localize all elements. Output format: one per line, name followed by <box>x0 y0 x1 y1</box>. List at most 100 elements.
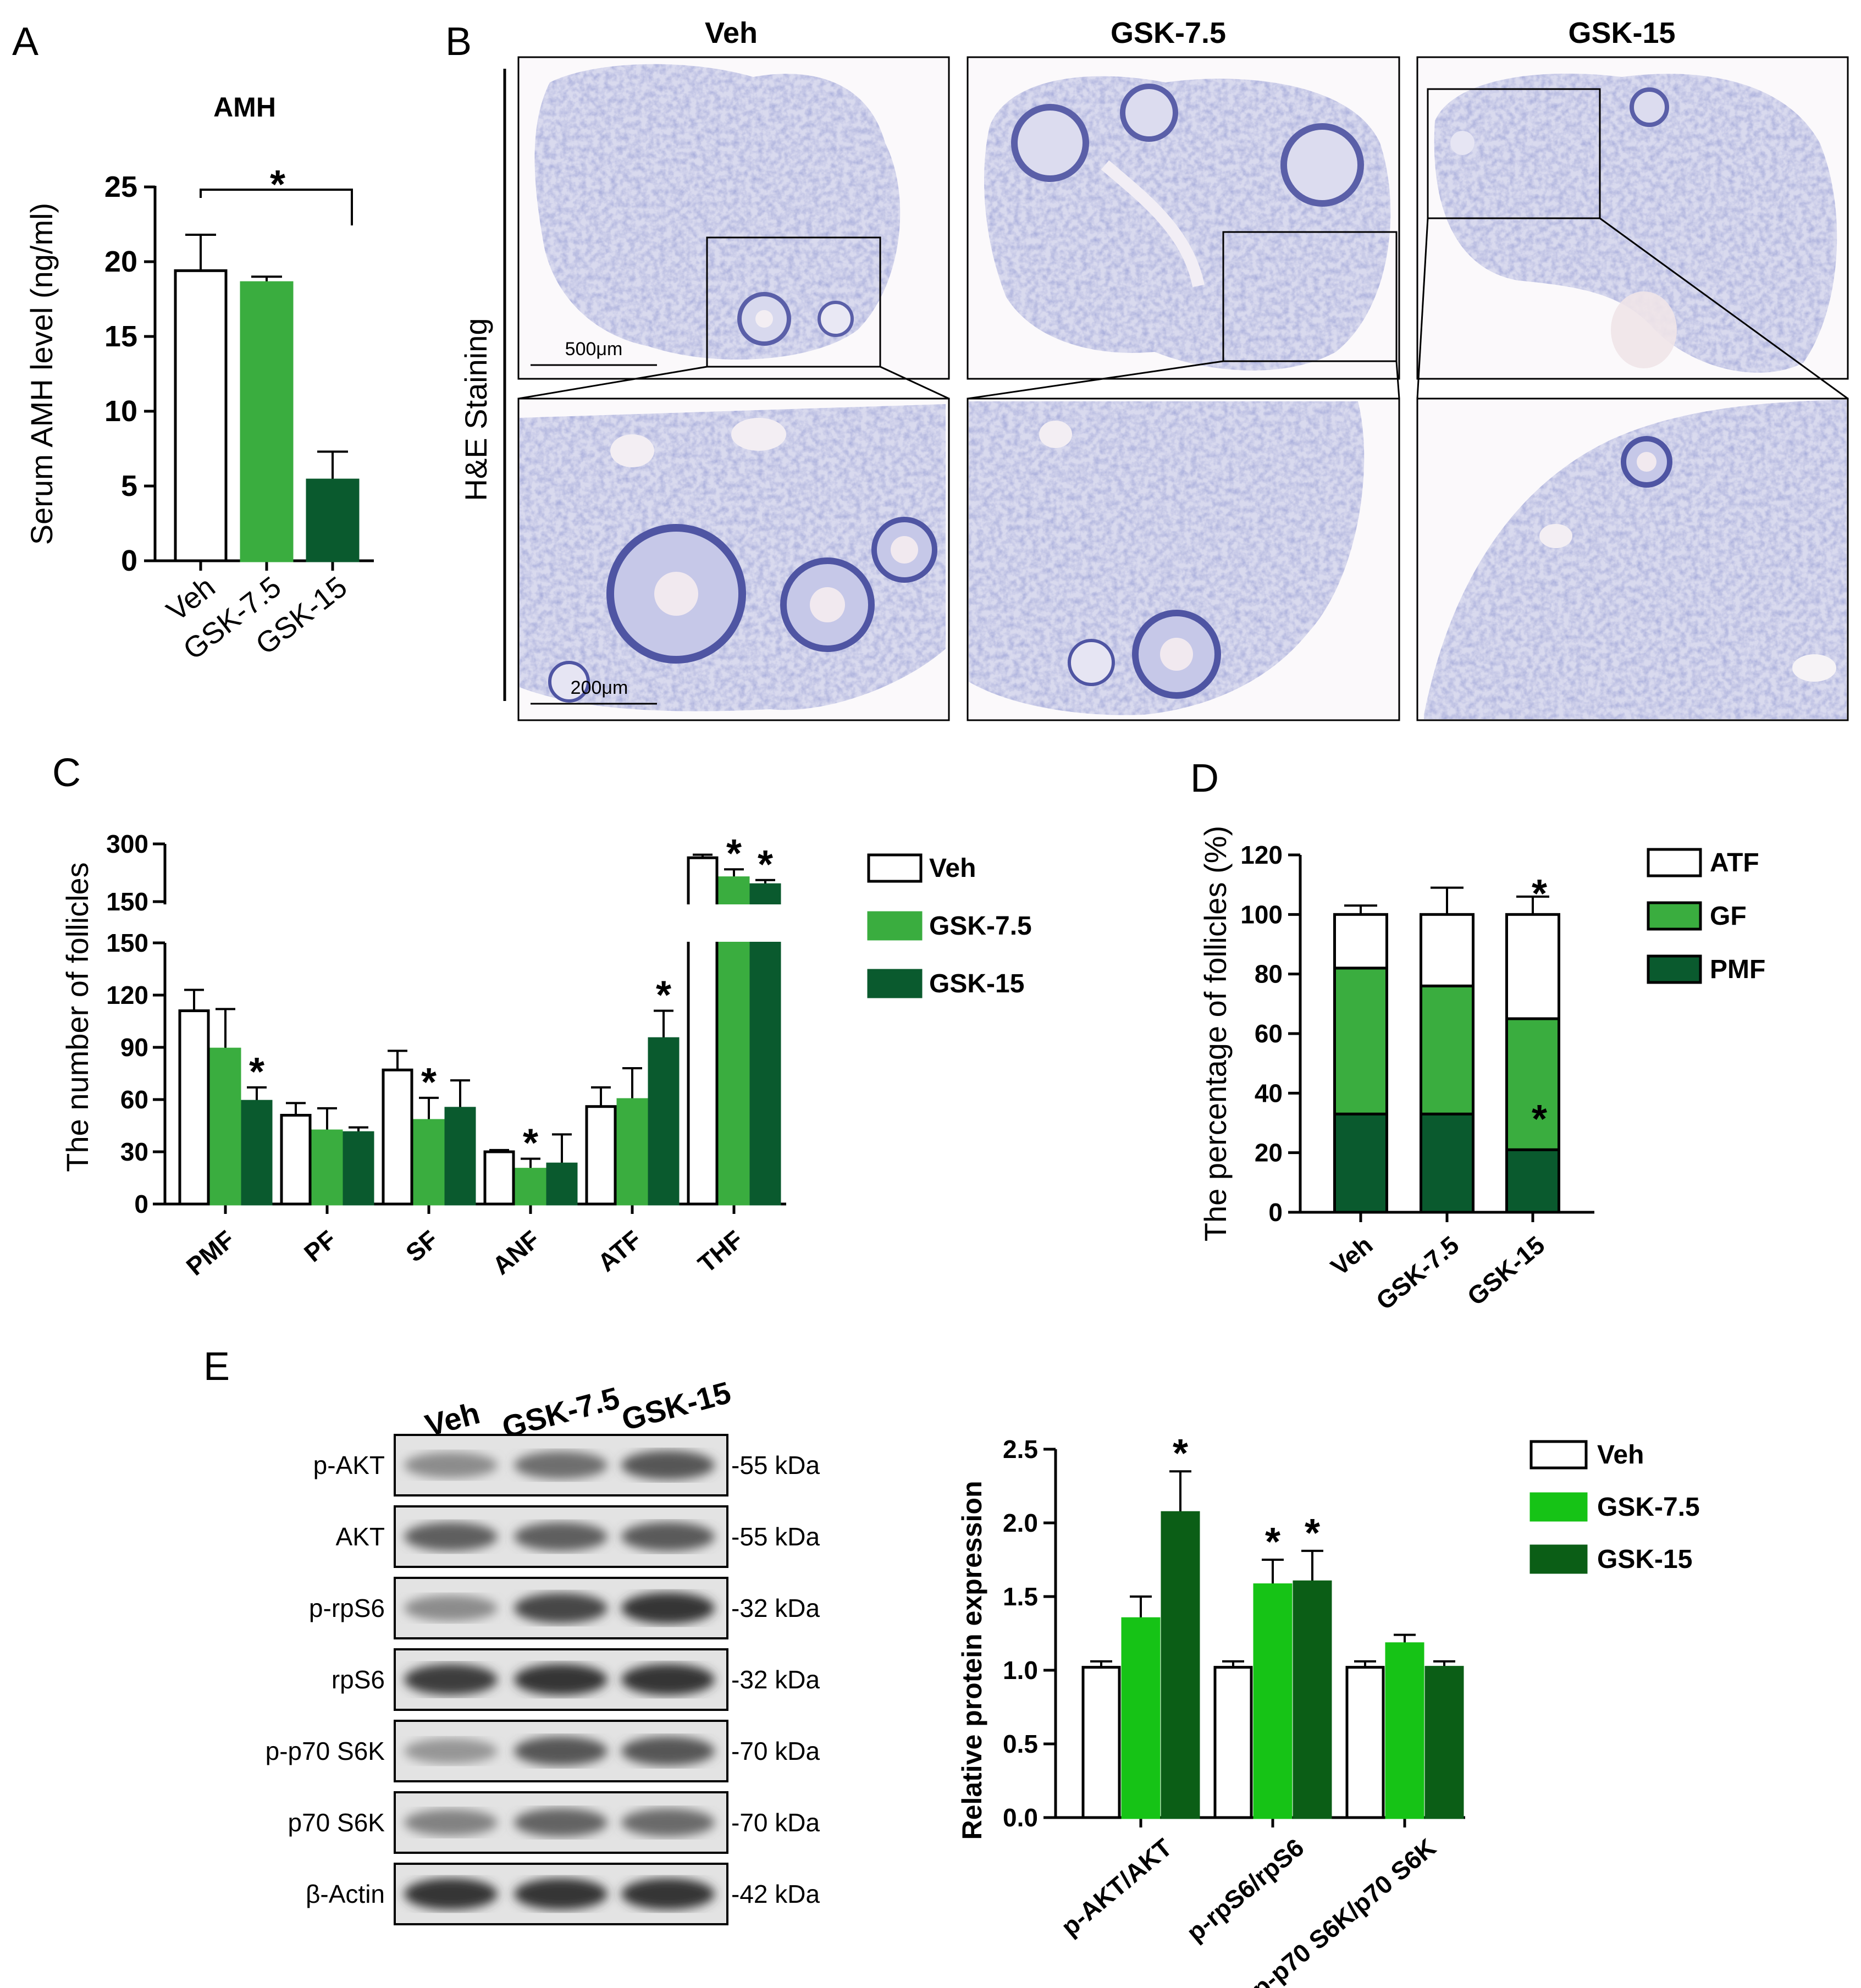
panel-e-legend-label-1: GSK-7.5 <box>1597 1493 1700 1522</box>
panel-a-y-tick-label: 20 <box>104 245 137 278</box>
panel-e-bar-2-0 <box>1345 1666 1385 1819</box>
panel-e-legend-label-2: GSK-15 <box>1597 1545 1692 1574</box>
panel-d-x-tick-label: GSK-15 <box>1462 1230 1550 1311</box>
blot-band-4-1 <box>514 1736 608 1766</box>
panel-e-star: * <box>1305 1511 1320 1555</box>
blot-band-4-2 <box>621 1736 715 1766</box>
panel-d-bar-1-2 <box>1420 913 1475 987</box>
panel-a-bar-2 <box>306 478 360 562</box>
panel-c-bar-4-0 <box>585 1105 617 1206</box>
blot-band-5-0 <box>404 1809 498 1836</box>
he-image-gsk75-high <box>967 397 1400 721</box>
blot-size-0: -55 kDa <box>731 1451 820 1479</box>
blot-band-0-2 <box>621 1450 715 1480</box>
panel-a-bar-0 <box>174 269 228 562</box>
blot-label-1: AKT <box>336 1522 385 1551</box>
panel-c: C The number of follicles 0 30 60 90 120 150 1… <box>52 751 1032 1281</box>
panel-c-legend: Veh GSK-7.5 GSK-15 <box>867 853 1032 998</box>
blot-band-6-1 <box>514 1878 608 1910</box>
blot-band-1-1 <box>514 1522 608 1551</box>
panel-e-y-tick-label: 1.0 <box>1003 1656 1038 1685</box>
panel-e-x-tick-label: p-rpS6/rpS6 <box>1181 1833 1309 1947</box>
panel-c-bar-4-1 <box>616 1098 648 1206</box>
panel-e-y-tick-label: 0.0 <box>1003 1803 1038 1832</box>
blot-label-3: rpS6 <box>332 1665 385 1694</box>
panel-letter-c: C <box>52 751 81 795</box>
panel-d-star-atf: * <box>1532 872 1547 916</box>
blot-column-2: GSK-15 <box>618 1375 735 1437</box>
panel-c-x-tick-label: SF <box>400 1225 443 1268</box>
panel-d-bar-2-2 <box>1505 913 1560 1020</box>
panel-c-y-tick-label: 300 <box>106 830 148 858</box>
blot-band-0-0 <box>404 1452 498 1478</box>
panel-d-bar-1-0 <box>1420 1112 1475 1214</box>
panel-a-y-tick-label: 15 <box>104 320 137 353</box>
panel-e-y-tick-label: 1.5 <box>1003 1582 1038 1611</box>
blot-size-3: -32 kDa <box>731 1665 820 1694</box>
blot-label-4: p-p70 S6K <box>266 1737 385 1765</box>
panel-e-y-tick-label: 2.5 <box>1003 1435 1038 1464</box>
he-image-gsk75-low <box>967 56 1400 380</box>
panel-d-y-tick-label: 100 <box>1240 900 1283 929</box>
panel-d-legend-label-2: PMF <box>1710 955 1765 984</box>
panel-d-legend-label-1: GF <box>1710 902 1747 931</box>
blot-band-6-2 <box>621 1878 715 1910</box>
panel-e-y-tick-label: 2.0 <box>1003 1509 1038 1537</box>
panel-letter-d: D <box>1190 756 1219 800</box>
panel-e-bar-1-2 <box>1293 1580 1332 1819</box>
scale-label-bottom: 200μm <box>571 677 628 698</box>
panel-c-legend-label-1: GSK-7.5 <box>929 912 1032 941</box>
panel-d-bar-0-0 <box>1333 1112 1388 1214</box>
panel-c-y-tick-label: 150 <box>106 929 148 957</box>
panel-c-bar-0-0 <box>178 1009 210 1206</box>
panel-e-bar-1-0 <box>1213 1666 1253 1819</box>
he-column-gsk75: GSK-7.5 <box>1111 16 1226 49</box>
zoom-lines <box>518 217 1848 400</box>
panel-c-bar-0-1 <box>209 1047 241 1206</box>
panel-b: B Veh GSK-7.5 GSK-15 H&E Staining 500μm <box>445 16 1849 721</box>
blot-size-4: -70 kDa <box>731 1737 820 1765</box>
panel-c-star: * <box>758 843 773 887</box>
panel-c-star: * <box>249 1050 264 1094</box>
he-column-gsk15: GSK-15 <box>1568 16 1675 49</box>
panel-e-bar-0-0 <box>1081 1666 1121 1819</box>
panel-d-y-tick-label: 120 <box>1240 841 1283 869</box>
he-image-veh-high: 200μm <box>517 397 950 721</box>
scale-label-top: 500μm <box>565 339 623 360</box>
panel-c-y-tick-label: 0 <box>134 1190 148 1218</box>
panel-c-bar-2-1 <box>413 1119 445 1206</box>
panel-e-bar-0-2 <box>1161 1511 1200 1819</box>
panel-c-y-tick-label: 30 <box>120 1137 148 1166</box>
panel-d-y-tick-label: 0 <box>1268 1198 1283 1227</box>
panel-d-y-tick-label: 40 <box>1255 1079 1283 1107</box>
panel-letter-b: B <box>445 20 472 64</box>
panel-d-legend-label-0: ATF <box>1710 848 1759 877</box>
blot-size-5: -70 kDa <box>731 1808 820 1837</box>
panel-letter-a: A <box>12 20 38 64</box>
panel-d-bars: ** <box>1333 872 1560 1214</box>
panel-a-title: AMH <box>213 92 276 123</box>
panel-d-legend-swatch-2 <box>1647 954 1702 984</box>
blot-size-2: -32 kDa <box>731 1594 820 1622</box>
panel-d-bar-0-1 <box>1333 967 1388 1116</box>
blot-band-6-0 <box>404 1878 498 1910</box>
blot-band-3-2 <box>621 1664 715 1696</box>
blot-label-6: β-Actin <box>306 1880 385 1908</box>
panel-c-bar-1-0 <box>280 1114 312 1206</box>
panel-e-bar-1-1 <box>1253 1583 1293 1819</box>
he-column-veh: Veh <box>705 16 758 49</box>
panel-d-bar-0-2 <box>1333 913 1388 970</box>
panel-e-bars: * * * <box>1081 1432 1464 1819</box>
panel-c-bar-2-2 <box>444 1107 476 1206</box>
panel-e-legend-swatch-0 <box>1529 1440 1588 1470</box>
panel-c-star: * <box>523 1122 538 1166</box>
panel-c-bar-3-2 <box>546 1162 578 1206</box>
panel-c-axis-break <box>682 904 792 942</box>
panel-e-x-tick-label: p-AKT/AKT <box>1056 1833 1177 1941</box>
blot-band-3-0 <box>404 1664 498 1696</box>
panel-d-x-tick-label: GSK-7.5 <box>1371 1230 1465 1316</box>
blot-band-1-2 <box>621 1522 715 1551</box>
panel-c-bar-1-2 <box>343 1131 374 1206</box>
